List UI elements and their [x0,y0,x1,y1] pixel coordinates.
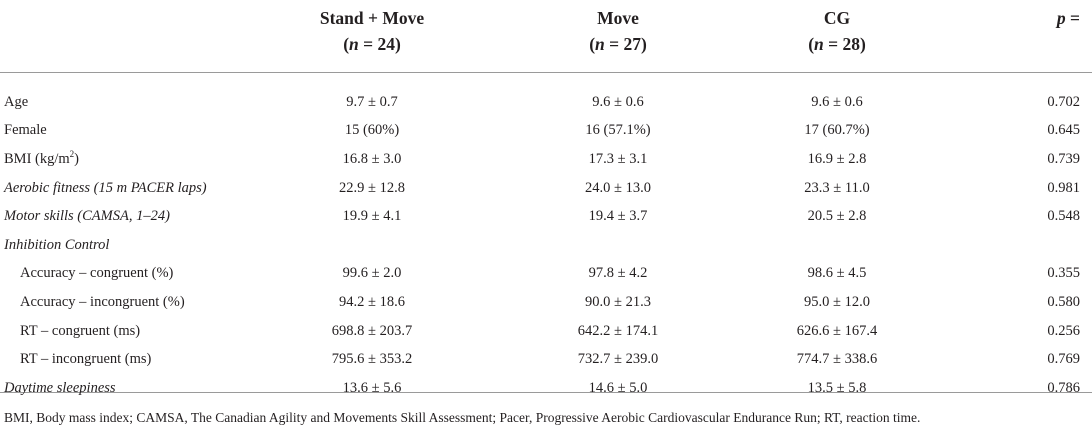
row-label: Aerobic fitness (15 m PACER laps) [4,179,207,196]
cell-stand-move: 19.9 ± 4.1 [342,208,402,225]
cell-p: 0.981 [1047,179,1080,196]
header-empty [0,0,224,72]
row-label: Daytime sleepiness [4,379,116,396]
cell-p: 0.739 [1047,150,1080,167]
table-row: Age 9.7 ± 0.7 9.6 ± 0.6 9.6 ± 0.6 0.702 [0,88,1092,117]
cell-stand-move: 13.6 ± 5.6 [342,379,402,396]
header-cg: CG (n = 28) [808,8,866,54]
header-p-value: p = [1056,8,1080,28]
cell-move: 17.3 ± 3.1 [588,150,648,167]
cell-stand-move: 22.9 ± 12.8 [339,179,405,196]
cell-p: 0.702 [1047,93,1080,110]
table-row: BMI (kg/m2) 16.8 ± 3.0 17.3 ± 3.1 16.9 ±… [0,145,1092,174]
cell-stand-move: 795.6 ± 353.2 [331,351,413,368]
cell-p: 0.355 [1047,265,1080,282]
cell-stand-move: 94.2 ± 18.6 [339,293,405,310]
cell-cg: 13.5 ± 5.8 [807,379,867,396]
header-rule [0,72,1092,73]
cell-p: 0.548 [1047,208,1080,225]
row-label: BMI (kg/m2) [4,149,79,167]
cell-cg: 98.6 ± 4.5 [807,265,867,282]
header-stand-move: Stand + Move (n = 24) [319,8,425,54]
header-row: Stand + Move (n = 24) Move (n = 27) CG (… [0,0,1092,72]
row-label: Accuracy – congruent (%) [20,265,174,282]
table-footnote: BMI, Body mass index; CAMSA, The Canadia… [4,410,921,425]
cell-move: 732.7 ± 239.0 [577,351,659,368]
table-row-section: Inhibition Control [0,231,1092,260]
table-row: Accuracy – congruent (%) 99.6 ± 2.0 97.8… [0,260,1092,289]
cell-move: 97.8 ± 4.2 [588,265,648,282]
cell-cg: 95.0 ± 12.0 [804,293,870,310]
table-row: Accuracy – incongruent (%) 94.2 ± 18.6 9… [0,288,1092,317]
cell-cg: 23.3 ± 11.0 [804,179,870,196]
table-row: RT – congruent (ms) 698.8 ± 203.7 642.2 … [0,317,1092,346]
cell-move: 9.6 ± 0.6 [592,93,644,110]
row-label: RT – congruent (ms) [20,322,141,339]
row-label: Female [4,122,47,139]
table-row: Female 15 (60%) 16 (57.1%) 17 (60.7%) 0.… [0,117,1092,146]
table-row: RT – incongruent (ms) 795.6 ± 353.2 732.… [0,345,1092,374]
cell-move: 642.2 ± 174.1 [577,322,659,339]
cell-stand-move: 99.6 ± 2.0 [342,265,402,282]
row-label: Accuracy – incongruent (%) [20,293,185,310]
table-bottom-rule [0,392,1092,393]
row-label: Motor skills (CAMSA, 1–24) [4,208,170,225]
cell-move: 14.6 ± 5.0 [588,379,648,396]
table-row: Motor skills (CAMSA, 1–24) 19.9 ± 4.1 19… [0,202,1092,231]
section-label: Inhibition Control [4,236,110,253]
cell-move: 90.0 ± 21.3 [585,293,651,310]
cell-cg: 17 (60.7%) [804,122,870,139]
cell-p: 0.769 [1047,351,1080,368]
cell-stand-move: 15 (60%) [344,122,400,139]
cell-stand-move: 698.8 ± 203.7 [331,322,413,339]
row-label: RT – incongruent (ms) [20,351,152,368]
cell-cg: 626.6 ± 167.4 [796,322,878,339]
cell-cg: 20.5 ± 2.8 [807,208,867,225]
cell-p: 0.580 [1047,293,1080,310]
cell-move: 16 (57.1%) [585,122,651,139]
cell-cg: 16.9 ± 2.8 [807,150,867,167]
cell-cg: 774.7 ± 338.6 [796,351,878,368]
cell-p: 0.256 [1047,322,1080,339]
descriptive-table: Stand + Move (n = 24) Move (n = 27) CG (… [0,0,1092,403]
cell-p: 0.786 [1047,379,1080,396]
cell-p: 0.645 [1047,122,1080,139]
row-label: Age [4,93,29,110]
cell-move: 24.0 ± 13.0 [585,179,651,196]
header-move: Move (n = 27) [589,8,647,54]
cell-stand-move: 16.8 ± 3.0 [342,150,402,167]
cell-stand-move: 9.7 ± 0.7 [346,93,398,110]
table-row: Daytime sleepiness 13.6 ± 5.6 14.6 ± 5.0… [0,374,1092,403]
table-row: Aerobic fitness (15 m PACER laps) 22.9 ±… [0,174,1092,203]
cell-move: 19.4 ± 3.7 [588,208,648,225]
cell-cg: 9.6 ± 0.6 [811,93,863,110]
